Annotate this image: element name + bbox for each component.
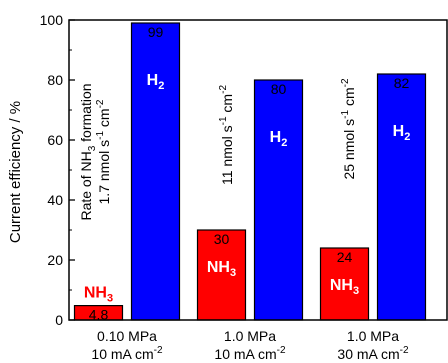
- x-tick-label-line1: 1.0 MPa: [347, 328, 399, 344]
- bar-nh3-3: [319, 247, 370, 321]
- bar-h2-3: [376, 73, 427, 321]
- value-label: 99: [148, 24, 164, 40]
- y-tick-label: 0: [55, 312, 63, 328]
- annotation-rate-2: 11 nmol s-1 cm-2: [218, 85, 235, 185]
- y-tick-label: 80: [47, 72, 63, 88]
- bar-nh3-2: [196, 229, 247, 321]
- y-tick-label: 40: [47, 192, 63, 208]
- bar-h2-2: [253, 79, 304, 321]
- y-tick-label: 100: [40, 12, 64, 28]
- annotation-line: 25 nmol s-1 cm-2: [340, 78, 357, 180]
- y-axis-title: Current efficiency / %: [7, 101, 24, 243]
- y-tick-label: 20: [47, 252, 63, 268]
- series-label-h2: H2: [147, 72, 165, 92]
- annotation-line: 1.7 nmol s-1 cm-2: [95, 99, 112, 204]
- value-label: 82: [394, 75, 410, 91]
- bar-h2-1: [130, 22, 181, 321]
- bars: 4.8 NH3 30 NH3 24 NH3 99 H2 80 H2 82 H2: [73, 22, 427, 323]
- annotation-line: Rate of NH3 formation: [78, 83, 98, 220]
- series-label-h2: H2: [393, 123, 411, 143]
- annotation-rate-3: 25 nmol s-1 cm-2: [340, 78, 357, 180]
- x-tick-label-line2: 30 mA cm-2: [337, 345, 409, 362]
- series-label-nh3: NH3: [84, 285, 113, 305]
- value-label: 4.8: [89, 307, 109, 323]
- y-tick-label: 60: [47, 132, 63, 148]
- annotation-line: 11 nmol s-1 cm-2: [218, 85, 235, 185]
- series-label-h2: H2: [270, 129, 288, 149]
- series-label-nh3: NH3: [207, 259, 236, 279]
- x-tick-label-line2: 10 mA cm-2: [214, 345, 286, 362]
- plot-frame: [68, 19, 448, 321]
- x-tick-label-line2: 10 mA cm-2: [91, 345, 163, 362]
- x-tick-label-line1: 0.10 MPa: [97, 328, 157, 344]
- value-label: 30: [214, 231, 230, 247]
- series-label-nh3: NH3: [330, 277, 359, 297]
- value-label: 24: [337, 249, 353, 265]
- value-label: 80: [271, 81, 287, 97]
- x-tick-label-line1: 1.0 MPa: [224, 328, 276, 344]
